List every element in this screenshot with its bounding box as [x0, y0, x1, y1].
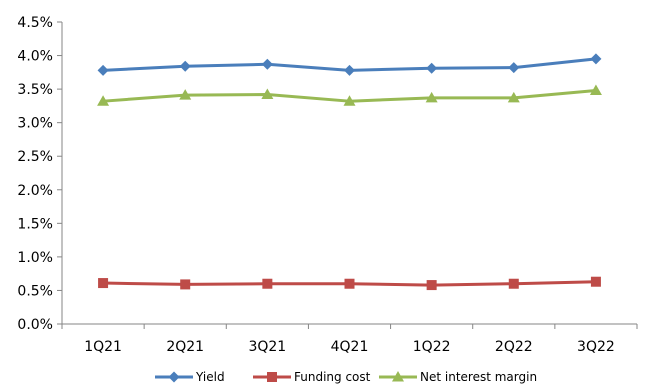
series-yield — [97, 53, 602, 76]
legend-label: Yield — [195, 370, 225, 384]
y-tick-label: 2.0% — [17, 183, 53, 199]
data-point-net-interest-margin — [261, 88, 274, 99]
data-point-net-interest-margin — [97, 95, 110, 106]
data-point-yield — [426, 62, 438, 74]
y-tick-label: 3.0% — [17, 116, 53, 132]
legend-label: Net interest margin — [420, 370, 537, 384]
series-net-interest-margin — [97, 84, 602, 106]
y-tick-label: 1.0% — [17, 250, 53, 266]
x-tick-label: 2Q21 — [166, 339, 204, 355]
data-point-funding-cost — [98, 278, 109, 289]
data-point-net-interest-margin — [589, 84, 602, 95]
data-point-yield — [344, 64, 355, 76]
data-point-yield — [508, 62, 520, 74]
data-point-funding-cost — [426, 280, 437, 291]
y-tick-label: 0.0% — [17, 317, 53, 333]
data-point-funding-cost — [262, 278, 273, 289]
data-point-net-interest-margin — [179, 89, 192, 100]
y-tick-label: 3.5% — [17, 82, 53, 98]
legend-item-funding-cost: Funding cost — [253, 370, 371, 384]
data-point-funding-cost — [590, 276, 601, 287]
data-point-yield — [179, 60, 191, 72]
data-point-net-interest-margin — [343, 95, 356, 106]
data-point-net-interest-margin — [425, 91, 438, 103]
legend-swatch-marker — [168, 371, 180, 383]
legend-item-net-interest-margin: Net interest margin — [379, 370, 537, 384]
x-tick-label: 3Q22 — [577, 339, 615, 355]
data-point-yield — [590, 53, 602, 65]
data-point-funding-cost — [508, 278, 519, 289]
y-tick-labels: 0.0% 0.5% 1.0% 1.5% 2.0% 2.5% 3.0% 3.5% 4.0% 4.5% — [17, 15, 53, 333]
data-point-funding-cost — [180, 279, 191, 290]
x-tick-label: 4Q21 — [331, 339, 369, 355]
data-point-funding-cost — [344, 278, 355, 289]
legend: Yield Funding cost Net interest margin — [155, 370, 537, 384]
series-layer — [97, 53, 602, 291]
series-funding-cost — [98, 276, 601, 291]
x-tick-labels: 1Q21 2Q21 3Q21 4Q21 1Q22 2Q22 3Q22 — [84, 339, 615, 355]
y-tick-label: 0.5% — [17, 283, 53, 299]
y-tick-label: 4.5% — [17, 15, 53, 31]
y-tick-label: 2.5% — [17, 149, 53, 165]
data-point-yield — [261, 58, 273, 70]
legend-item-yield: Yield — [155, 370, 225, 384]
legend-label: Funding cost — [294, 370, 371, 384]
x-tick-label: 1Q21 — [84, 339, 122, 355]
x-tick-label: 1Q22 — [413, 339, 451, 355]
data-point-net-interest-margin — [507, 91, 520, 103]
x-tick-label: 2Q22 — [495, 339, 533, 355]
axes — [57, 21, 638, 329]
legend-swatch-marker — [267, 372, 277, 382]
legend-swatch-marker — [392, 371, 404, 382]
data-point-yield — [97, 64, 109, 76]
y-tick-label: 1.5% — [17, 216, 53, 232]
x-tick-label: 3Q21 — [248, 339, 286, 355]
y-tick-label: 4.0% — [17, 49, 53, 65]
